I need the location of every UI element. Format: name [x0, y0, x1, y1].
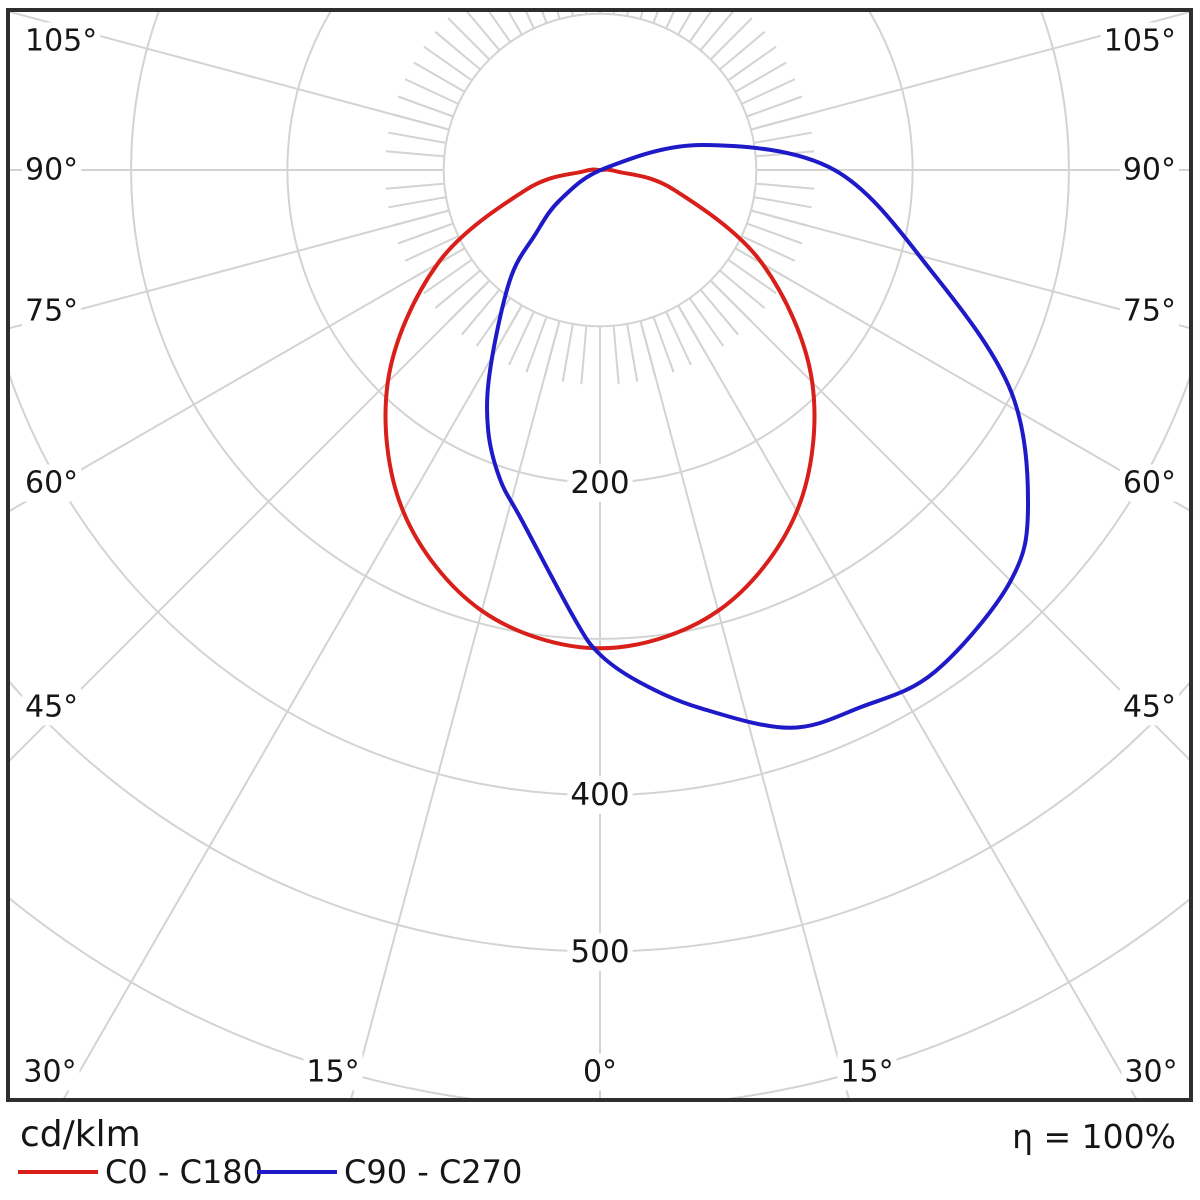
efficiency-label: η = 100%: [1012, 1117, 1176, 1156]
label-backdrop: [22, 151, 82, 189]
label-backdrop: [1100, 22, 1179, 60]
label-backdrop: [303, 1053, 363, 1091]
angle-label-right: 75°: [1123, 294, 1176, 329]
angle-label-left: 75°: [25, 294, 78, 329]
legend-label-c90-c270: C90 - C270: [344, 1153, 523, 1191]
legend-swatch-1: [257, 1170, 337, 1174]
angle-label-right: 105°: [1104, 24, 1176, 59]
ring-label: 400: [570, 777, 629, 813]
label-backdrop: [22, 292, 82, 330]
ring-label: 500: [570, 934, 629, 970]
label-backdrop: [567, 933, 633, 971]
label-backdrop: [1121, 1053, 1181, 1091]
angle-label-right: 90°: [1123, 153, 1176, 188]
label-backdrop: [579, 1053, 621, 1091]
plot-frame: [6, 8, 1193, 1102]
legend-item-c0-c180: C0 - C180: [18, 1152, 263, 1192]
angle-label-bottom: 30°: [1124, 1055, 1177, 1090]
label-backdrop: [837, 1053, 897, 1091]
angle-label-left: 45°: [25, 690, 78, 725]
angle-label-bottom: 15°: [306, 1055, 359, 1090]
label-backdrop: [567, 776, 633, 814]
label-backdrop: [22, 464, 82, 502]
curve-c90-c270: [485, 142, 1031, 730]
label-backdrop: [567, 464, 633, 502]
angle-label-bottom: 15°: [840, 1055, 893, 1090]
angle-label-right: 60°: [1123, 466, 1176, 501]
label-backdrop: [22, 688, 82, 726]
angle-label-bottom: 30°: [23, 1055, 76, 1090]
label-backdrop: [20, 1053, 80, 1091]
ring-label: 200: [570, 465, 629, 501]
label-backdrop: [22, 22, 101, 60]
axis-labels: 105° 105° 90° 90° 75° 75° 60° 60° 45° 45° 30° 15° 0°…: [20, 22, 1181, 1091]
curve-c0-c180: [383, 167, 817, 651]
angle-label-left: 105°: [25, 24, 97, 59]
label-backdrop: [1119, 688, 1179, 726]
angle-label-left: 90°: [25, 153, 78, 188]
angle-label-bottom: 0°: [583, 1055, 617, 1090]
angle-label-left: 60°: [25, 466, 78, 501]
units-label: cd/klm: [20, 1114, 141, 1155]
label-backdrop: [1119, 464, 1179, 502]
label-backdrop: [1119, 151, 1179, 189]
legend-item-c90-c270: C90 - C270: [257, 1152, 522, 1192]
label-backdrop: [1119, 292, 1179, 330]
legend-label-c0-c180: C0 - C180: [105, 1153, 264, 1191]
legend-swatch-0: [18, 1170, 98, 1174]
angle-label-right: 45°: [1123, 690, 1176, 725]
